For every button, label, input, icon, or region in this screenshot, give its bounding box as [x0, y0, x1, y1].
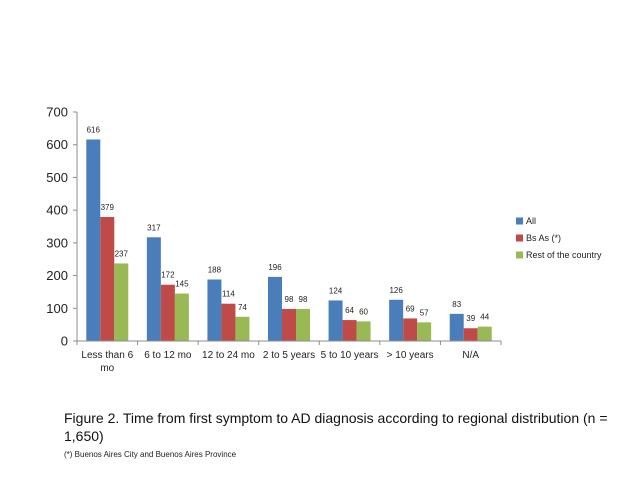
data-label: 64	[345, 306, 354, 315]
x-axis: Less than 6 mo 6 to 12 mo 12 to 24 mo 2 to 5…	[76, 340, 502, 374]
legend-swatch	[516, 217, 523, 225]
bar	[449, 313, 464, 341]
bar	[417, 322, 432, 341]
data-label: 60	[359, 307, 368, 316]
y-tick-label: 0	[61, 334, 68, 349]
legend: All Bs As (*) Rest of the country	[516, 216, 602, 260]
y-tick-label: 700	[46, 105, 68, 120]
x-tick-label: 6 to 12 mo	[144, 350, 192, 361]
bars	[86, 139, 492, 341]
data-label: 44	[480, 313, 489, 322]
legend-swatch	[516, 234, 523, 242]
bar	[160, 284, 175, 341]
figure-caption: Figure 2. Time from first symptom to AD …	[64, 410, 608, 444]
legend-label: All	[526, 216, 536, 226]
data-label: 114	[222, 290, 235, 299]
data-label: 188	[208, 265, 222, 274]
data-label: 317	[147, 223, 161, 232]
bar	[328, 300, 343, 341]
data-label: 379	[101, 203, 115, 212]
bar	[389, 299, 404, 341]
data-label: 196	[268, 263, 282, 272]
bar	[207, 279, 222, 341]
x-tick-label: 2 to 5 years	[263, 350, 315, 361]
bar	[174, 293, 189, 341]
data-label: 83	[452, 300, 461, 309]
bar	[235, 316, 250, 341]
bar	[296, 308, 310, 341]
bar	[86, 139, 101, 341]
data-label: 57	[420, 308, 429, 317]
y-tick-label: 300	[46, 235, 68, 250]
y-tick-label: 400	[46, 203, 68, 218]
bar	[114, 263, 129, 341]
y-tick-label: 100	[46, 301, 68, 316]
data-label: 39	[466, 314, 475, 323]
bar	[463, 328, 478, 341]
x-tick-label: > 10 years	[387, 350, 434, 361]
bar	[268, 276, 282, 341]
x-tick-label: Less than 6 mo	[81, 350, 133, 374]
data-label: 98	[285, 295, 294, 304]
y-tick-label: 600	[46, 137, 68, 152]
data-label: 172	[161, 271, 175, 280]
bar	[342, 320, 357, 341]
figure-footnote: (*) Buenos Aires City and Buenos Aires P…	[64, 450, 237, 459]
legend-swatch	[516, 251, 523, 259]
bar	[221, 303, 236, 341]
data-label: 126	[389, 286, 403, 295]
legend-label: Rest of the country	[526, 250, 602, 260]
data-label: 145	[175, 280, 189, 289]
y-tick-label: 200	[46, 268, 68, 283]
bar-chart: 0 100 200 300 400 500 600 700 616 317 188 196 124 12…	[46, 105, 602, 375]
data-label: 237	[115, 249, 129, 258]
y-axis: 0 100 200 300 400 500 600 700	[46, 105, 78, 349]
data-label: 124	[329, 286, 343, 295]
bar	[100, 217, 115, 341]
x-tick-label: 12 to 24 mo	[202, 350, 255, 361]
bar	[146, 237, 161, 341]
bar	[282, 308, 296, 341]
data-label: 98	[299, 295, 308, 304]
legend-label: Bs As (*)	[526, 233, 561, 243]
data-label: 616	[87, 125, 101, 134]
bar	[403, 318, 418, 341]
data-label: 69	[406, 304, 415, 313]
x-tick-label: 5 to 10 years	[321, 350, 379, 361]
bar	[356, 321, 371, 341]
y-tick-label: 500	[46, 170, 68, 185]
x-tick-label: N/A	[462, 350, 479, 361]
data-labels: 616 317 188 196 124 126 83 379 172 114 98 64 69 39 237…	[87, 125, 490, 323]
data-label: 74	[238, 303, 247, 312]
bar	[477, 326, 492, 341]
